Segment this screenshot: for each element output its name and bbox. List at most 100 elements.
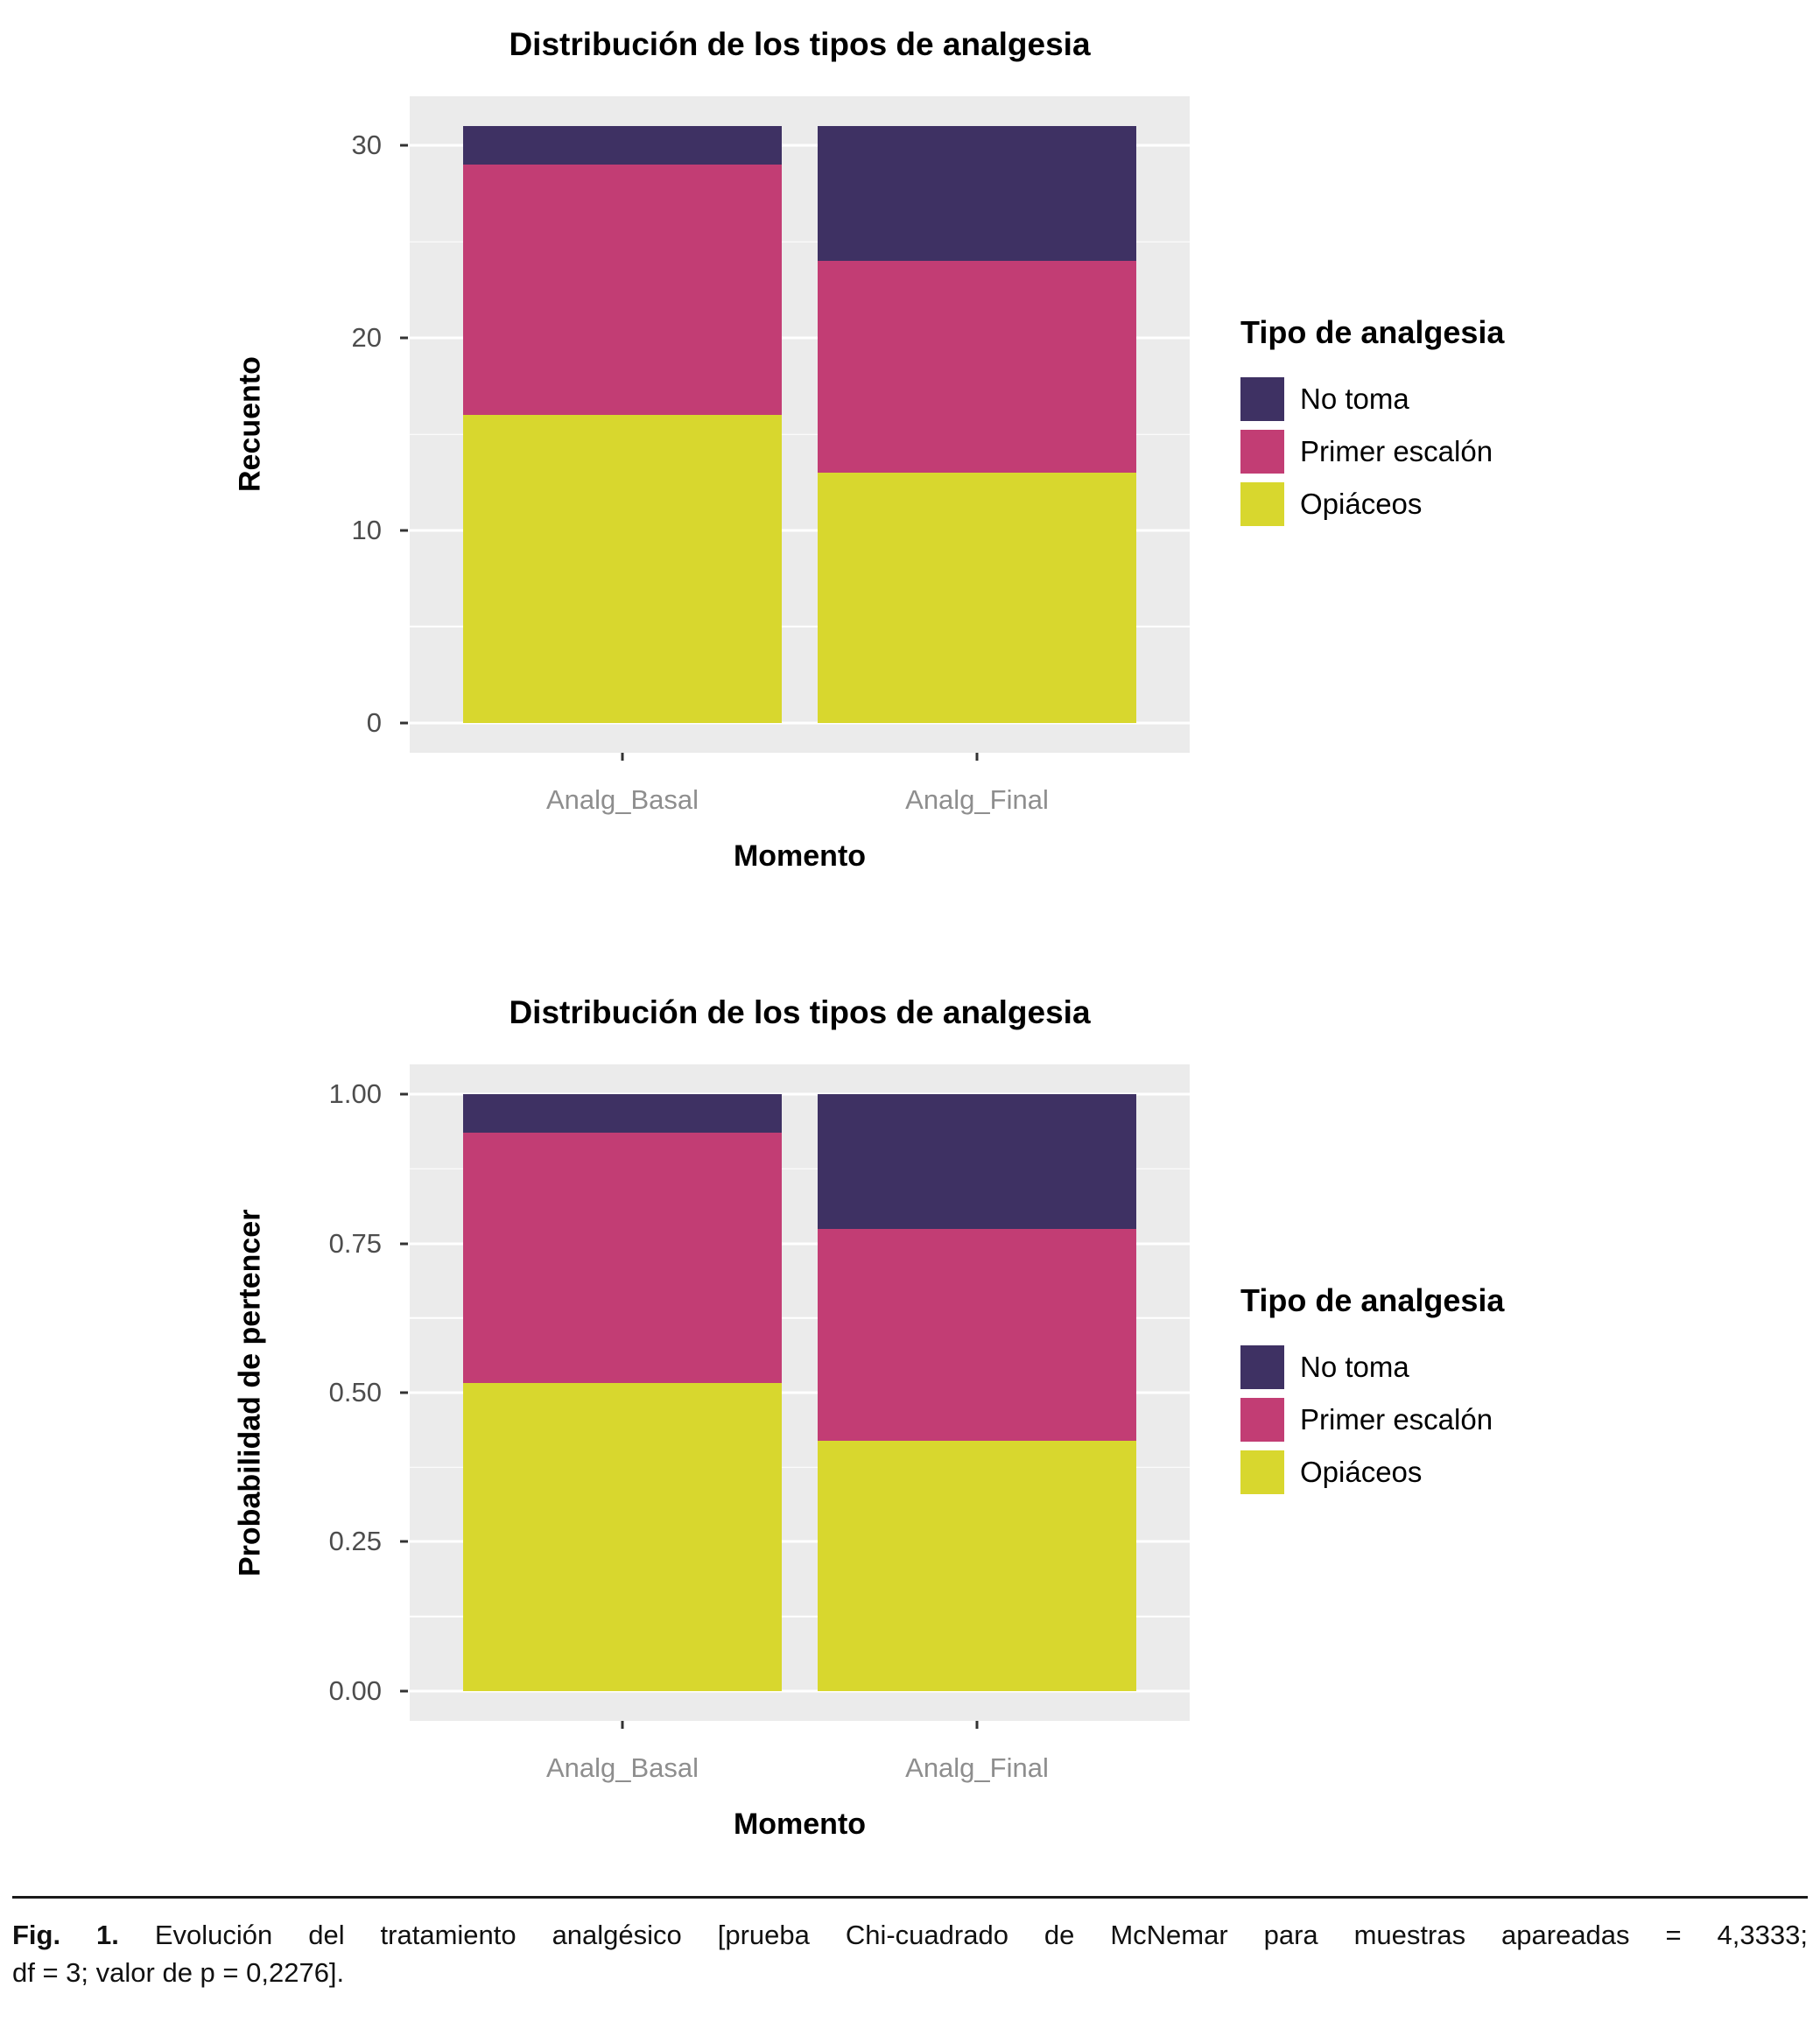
y-tick-label: 0 bbox=[366, 706, 382, 738]
legend-swatch-no_toma bbox=[1240, 377, 1284, 421]
gridline-major bbox=[410, 529, 1190, 532]
y-axis: 0.00 0.25 0.50 0.75 1.00 bbox=[282, 1064, 410, 1721]
x-axis-title: Momento bbox=[733, 839, 867, 873]
legend-items: No toma Primer escalón Opiáceos bbox=[1240, 377, 1493, 535]
legend-label: Opiáceos bbox=[1300, 1456, 1423, 1488]
figure-caption: Fig. 1. Evolución del tratamiento analgé… bbox=[12, 1896, 1808, 1992]
y-tick-label: 30 bbox=[351, 130, 382, 161]
legend: Tipo de analgesia No toma Primer escalón O… bbox=[1240, 96, 1820, 753]
plot-panel bbox=[410, 96, 1190, 753]
bar-analg_basal bbox=[462, 126, 783, 723]
gridline-major bbox=[410, 1689, 1190, 1693]
gridline-minor bbox=[410, 433, 1190, 435]
x-tick-label: Analg_Basal bbox=[545, 1752, 699, 1783]
x-tick-mark bbox=[621, 753, 624, 761]
y-tick-mark bbox=[400, 1391, 408, 1394]
legend-item: No toma bbox=[1240, 1345, 1493, 1389]
bar-analg_final bbox=[817, 126, 1137, 723]
legend-swatch-opiaceos bbox=[1240, 482, 1284, 526]
caption-label: Fig. 1. bbox=[12, 1920, 119, 1950]
gridline-minor bbox=[410, 1466, 1190, 1468]
bar-analg_final bbox=[817, 1094, 1137, 1691]
legend-swatch-primer_escalon bbox=[1240, 430, 1284, 474]
chart-proportions: Distribución de los tipos de analgesia P… bbox=[219, 994, 1820, 1842]
bar-segment-opiaceos bbox=[817, 473, 1137, 723]
legend: Tipo de analgesia No toma Primer escalón O… bbox=[1240, 1064, 1820, 1721]
legend-item: Primer escalón bbox=[1240, 1398, 1493, 1442]
chart-counts: Distribución de los tipos de analgesia R… bbox=[219, 26, 1820, 874]
legend-label: No toma bbox=[1300, 383, 1409, 415]
caption-text-1: Evolución del tratamiento analgésico [pr… bbox=[154, 1920, 1808, 1950]
gridline-minor bbox=[410, 1615, 1190, 1618]
y-tick-label: 0.00 bbox=[328, 1674, 382, 1706]
x-axis: Analg_Basal Analg_Final bbox=[410, 1721, 1190, 1804]
figure-page: Distribución de los tipos de analgesia R… bbox=[12, 26, 1820, 1992]
y-tick-label: 0.25 bbox=[328, 1526, 382, 1557]
bar-segment-primer_escalon bbox=[462, 165, 783, 416]
legend-item: Opiáceos bbox=[1240, 1450, 1493, 1494]
y-axis: 0 10 20 30 bbox=[282, 96, 410, 753]
legend-swatch-opiaceos bbox=[1240, 1450, 1284, 1494]
plot-panel bbox=[410, 1064, 1190, 1721]
y-tick-label: 0.50 bbox=[328, 1377, 382, 1408]
y-tick-mark bbox=[400, 1689, 408, 1693]
x-tick-label: Analg_Final bbox=[905, 1752, 1049, 1783]
y-tick-mark bbox=[400, 1092, 408, 1096]
x-tick-mark bbox=[975, 753, 979, 761]
x-axis-title: Momento bbox=[733, 1808, 867, 1841]
gridline-major bbox=[410, 1540, 1190, 1543]
y-tick-mark bbox=[400, 1242, 408, 1246]
gridline-major bbox=[410, 1391, 1190, 1394]
legend-label: Primer escalón bbox=[1300, 1403, 1493, 1436]
y-tick-label: 10 bbox=[351, 514, 382, 545]
legend-swatch-no_toma bbox=[1240, 1345, 1284, 1389]
bar-segment-opiaceos bbox=[462, 1383, 783, 1691]
legend-swatch-primer_escalon bbox=[1240, 1398, 1284, 1442]
gridline-minor bbox=[410, 241, 1190, 242]
x-tick-mark bbox=[621, 1721, 624, 1729]
legend-title: Tipo de analgesia bbox=[1240, 314, 1505, 350]
legend-label: Opiáceos bbox=[1300, 488, 1423, 520]
y-tick-label: 0.75 bbox=[328, 1227, 382, 1259]
legend-label: Primer escalón bbox=[1300, 435, 1493, 467]
legend-item: No toma bbox=[1240, 377, 1493, 421]
gridline-minor bbox=[410, 1317, 1190, 1319]
bar-segment-no_toma bbox=[462, 1094, 783, 1134]
gridline-major bbox=[410, 1242, 1190, 1246]
bar-analg_basal bbox=[462, 1094, 783, 1691]
y-tick-mark bbox=[400, 721, 408, 725]
y-tick-mark bbox=[400, 1540, 408, 1543]
bar-segment-no_toma bbox=[817, 126, 1137, 262]
legend-label: No toma bbox=[1300, 1351, 1409, 1383]
bar-segment-opiaceos bbox=[817, 1441, 1137, 1691]
x-tick-mark bbox=[975, 1721, 979, 1729]
bar-segment-primer_escalon bbox=[817, 261, 1137, 474]
bar-segment-primer_escalon bbox=[462, 1133, 783, 1384]
y-axis-title: Probabilidad de pertencer bbox=[233, 1209, 267, 1576]
bar-segment-opiaceos bbox=[462, 415, 783, 723]
bar-segment-no_toma bbox=[817, 1094, 1137, 1230]
gridline-minor bbox=[410, 626, 1190, 628]
chart-title: Distribución de los tipos de analgesia bbox=[509, 26, 1091, 62]
gridline-major bbox=[410, 336, 1190, 340]
gridline-major bbox=[410, 144, 1190, 147]
gridline-major bbox=[410, 1092, 1190, 1096]
y-tick-mark bbox=[400, 529, 408, 532]
legend-items: No toma Primer escalón Opiáceos bbox=[1240, 1345, 1493, 1503]
bar-segment-primer_escalon bbox=[817, 1229, 1137, 1442]
gridline-major bbox=[410, 721, 1190, 725]
y-axis-title: Recuento bbox=[233, 356, 267, 493]
y-tick-label: 20 bbox=[351, 322, 382, 354]
x-tick-label: Analg_Final bbox=[905, 784, 1049, 815]
legend-item: Opiáceos bbox=[1240, 482, 1493, 526]
y-tick-mark bbox=[400, 144, 408, 147]
x-tick-label: Analg_Basal bbox=[545, 784, 699, 815]
caption-line-2: df = 3; valor de p = 0,2276]. bbox=[12, 1957, 345, 1989]
y-tick-mark bbox=[400, 336, 408, 340]
legend-item: Primer escalón bbox=[1240, 430, 1493, 474]
bar-segment-no_toma bbox=[462, 126, 783, 165]
gridline-minor bbox=[410, 1168, 1190, 1170]
chart-title: Distribución de los tipos de analgesia bbox=[509, 994, 1091, 1030]
y-tick-label: 1.00 bbox=[328, 1078, 382, 1110]
legend-title: Tipo de analgesia bbox=[1240, 1282, 1505, 1318]
